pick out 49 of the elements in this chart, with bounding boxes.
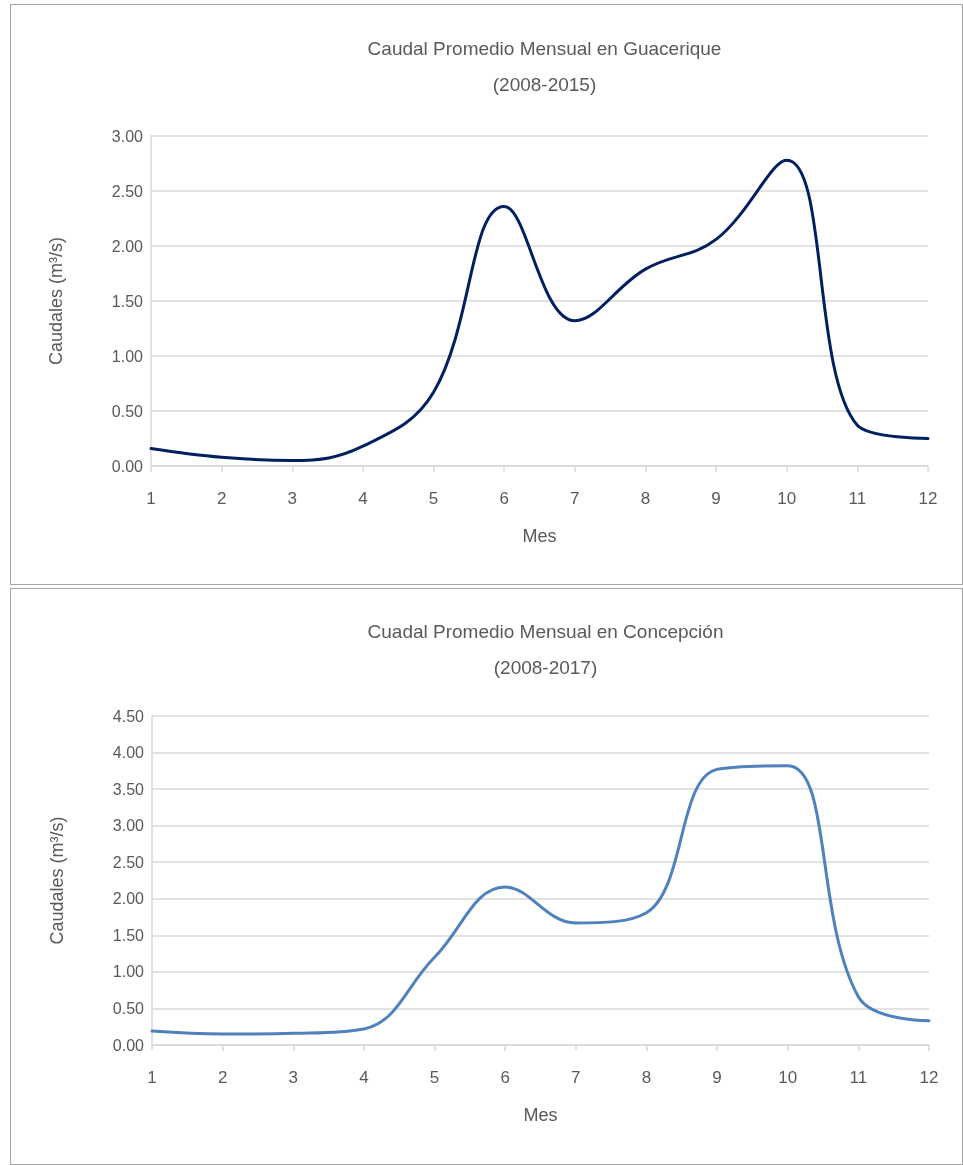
y-tick-label: 2.00 <box>111 237 144 255</box>
x-tick-label: 4 <box>358 489 368 508</box>
x-tick-label: 11 <box>848 489 867 508</box>
x-tick-label: 6 <box>500 1068 510 1087</box>
y-tick-label: 1.50 <box>112 926 145 944</box>
y-tick-label: 1.50 <box>111 292 144 310</box>
y-tick-label: 0.50 <box>112 999 145 1017</box>
x-tick-label: 7 <box>570 489 580 508</box>
x-tick-label: 11 <box>849 1068 868 1087</box>
y-tick-label: 3.00 <box>111 127 144 145</box>
y-tick-label: 0.00 <box>112 1036 145 1054</box>
y-tick-label: 2.00 <box>112 890 145 908</box>
x-tick-label: 10 <box>778 1068 798 1087</box>
y-tick-label: 2.50 <box>111 182 144 200</box>
chart-title: Caudal Promedio Mensual en Guacerique (2008-2015) <box>367 37 722 95</box>
y-tick-label: 4.50 <box>112 707 145 725</box>
y-tick-label: 0.00 <box>111 457 144 475</box>
x-axis-title: Mes <box>522 526 557 546</box>
y-tick-label: 3.50 <box>112 780 145 798</box>
x-tick-label: 5 <box>429 1068 440 1087</box>
x-tick-label: 3 <box>288 1068 299 1087</box>
chart-title: Cuadal Promedio Mensual en Concepción (2008-2017) <box>367 620 724 678</box>
x-tick-label: 8 <box>640 489 651 508</box>
x-tick-label: 6 <box>499 489 509 508</box>
x-tick-label: 8 <box>641 1068 652 1087</box>
y-tick-label: 3.00 <box>112 817 145 835</box>
x-tick-label: 7 <box>571 1068 581 1087</box>
x-tick-label: 1 <box>146 489 156 508</box>
x-tick-label: 2 <box>217 1068 228 1087</box>
x-tick-label: 1 <box>147 1068 157 1087</box>
x-tick-label: 2 <box>216 489 227 508</box>
x-tick-label: 12 <box>918 489 938 508</box>
x-tick-label: 3 <box>287 489 298 508</box>
y-axis-title: Caudales (m³/s) <box>47 816 67 945</box>
line-series <box>149 158 930 462</box>
y-tick-label: 2.50 <box>112 853 145 871</box>
y-tick-label: 4.00 <box>112 744 145 762</box>
line-series <box>150 764 931 1036</box>
y-axis-title: Caudales (m³/s) <box>46 236 66 366</box>
x-tick-label: 12 <box>919 1068 939 1087</box>
x-tick-label: 9 <box>711 489 721 508</box>
y-tick-label: 1.00 <box>111 347 144 365</box>
x-tick-label: 9 <box>712 1068 722 1087</box>
x-tick-label: 4 <box>359 1068 369 1087</box>
x-tick-label: 10 <box>777 489 797 508</box>
x-axis-title: Mes <box>523 1105 558 1125</box>
y-tick-label: 0.50 <box>111 402 144 420</box>
x-tick-label: 5 <box>428 489 439 508</box>
y-tick-label: 1.00 <box>112 963 145 981</box>
